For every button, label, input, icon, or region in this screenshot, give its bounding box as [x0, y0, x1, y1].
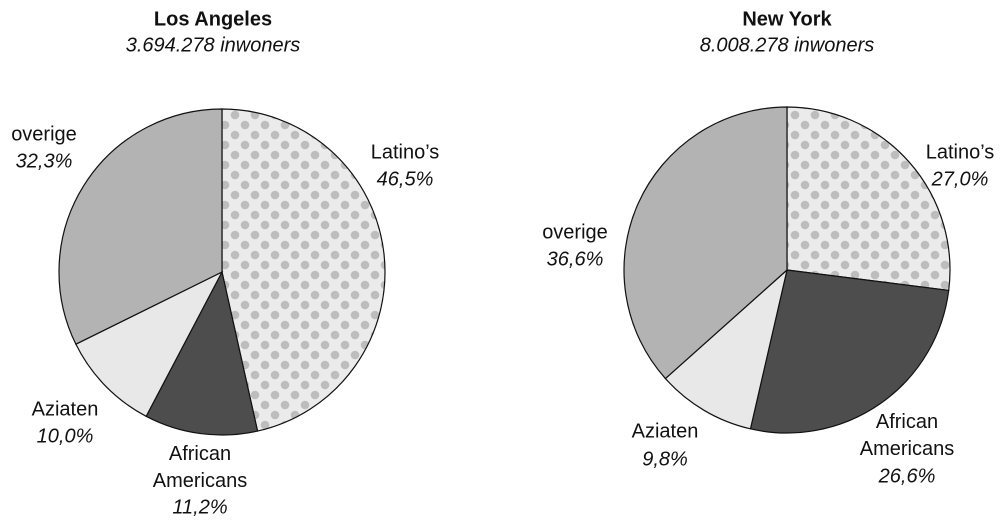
- chart-subtitle: 3.694.278 inwoners: [126, 34, 301, 56]
- slice-value: 27,0%: [931, 168, 989, 190]
- chart-title: Los Angeles: [154, 8, 272, 30]
- pie-slice: [75, 270, 224, 418]
- slice-label-line: Americans: [860, 438, 954, 460]
- slice-label-line: Americans: [153, 470, 247, 492]
- slice-label: Aziaten: [32, 398, 99, 420]
- slice-label: overige: [11, 123, 77, 145]
- slice-value: 10,0%: [37, 425, 94, 447]
- slice-value: 46,5%: [377, 168, 434, 190]
- chart-subtitle: 8.008.278 inwoners: [700, 34, 875, 56]
- slice-label: Latino’s: [926, 141, 995, 163]
- pie-slice: [786, 106, 951, 292]
- slice-label-line: African: [876, 411, 938, 433]
- pie-slice: [623, 106, 788, 380]
- slice-label: Latino’s: [371, 141, 440, 163]
- slice-value: 9,8%: [642, 448, 688, 470]
- pie-slice: [58, 108, 223, 345]
- slice-label-line: African: [169, 443, 231, 465]
- slice-value: 32,3%: [16, 150, 73, 172]
- chart-title: New York: [742, 8, 832, 30]
- slice-label: overige: [542, 221, 608, 243]
- pie-slice: [221, 108, 386, 432]
- pie-slice: [145, 270, 259, 436]
- pie-slice: [749, 269, 950, 434]
- slice-value: 11,2%: [172, 496, 227, 518]
- slice-label: African Americans: [153, 443, 247, 492]
- pie-slice: [664, 268, 789, 430]
- slice-label: African Americans: [860, 411, 954, 460]
- slice-label: Aziaten: [632, 420, 699, 442]
- slice-value: 36,6%: [547, 248, 604, 270]
- slice-value: 26,6%: [878, 465, 936, 487]
